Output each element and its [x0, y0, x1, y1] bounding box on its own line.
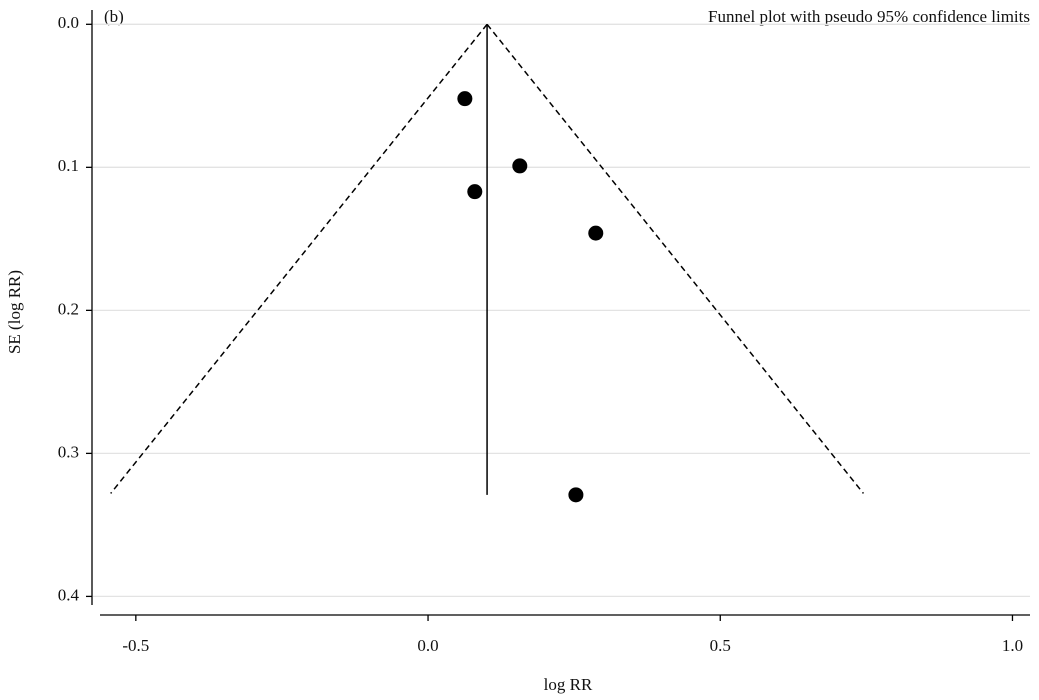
y-tick-label: 0.0 [58, 13, 79, 32]
study-point [512, 158, 528, 174]
x-tick-label: 1.0 [1002, 636, 1023, 655]
x-tick-label: 0.5 [710, 636, 731, 655]
upper-confidence-limit [486, 23, 865, 494]
y-tick-label: 0.1 [58, 156, 79, 175]
lower-confidence-limit [110, 23, 488, 494]
x-tick-label: 0.0 [417, 636, 438, 655]
x-axis-label: log RR [544, 675, 593, 694]
panel-label: (b) [104, 7, 124, 26]
x-tick-label: -0.5 [122, 636, 149, 655]
study-point [467, 184, 483, 200]
y-tick-label: 0.2 [58, 299, 79, 318]
chart-title: Funnel plot with pseudo 95% confidence l… [708, 7, 1030, 26]
y-tick-label: 0.3 [58, 442, 79, 461]
y-axis-label: SE (log RR) [5, 270, 24, 354]
study-point [457, 91, 473, 107]
y-tick-label: 0.4 [58, 585, 80, 604]
study-point [568, 487, 584, 503]
study-point [588, 225, 604, 241]
